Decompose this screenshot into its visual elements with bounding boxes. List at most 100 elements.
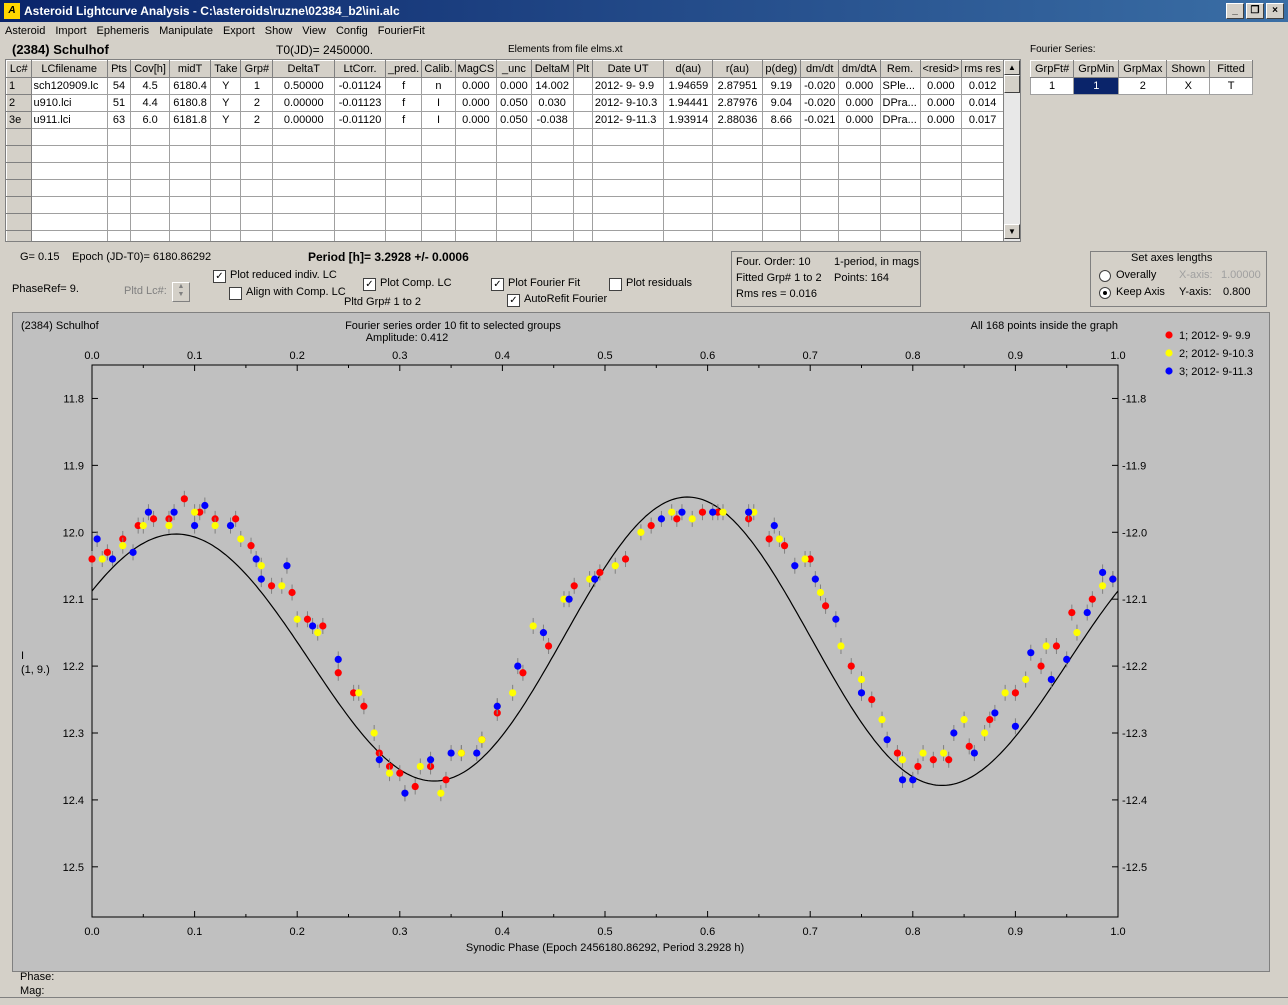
table-cell[interactable] bbox=[879, 145, 921, 163]
table-cell[interactable] bbox=[334, 145, 386, 163]
table-cell[interactable] bbox=[454, 179, 498, 197]
table-cell[interactable]: 4.4 bbox=[130, 94, 170, 112]
table-cell[interactable] bbox=[663, 179, 714, 197]
table-cell[interactable] bbox=[663, 196, 714, 214]
lightcurve-chart[interactable]: (2384) Schulhof Fourier series order 10 f… bbox=[13, 313, 1269, 971]
table-cell[interactable] bbox=[106, 230, 132, 241]
table-cell[interactable] bbox=[454, 145, 498, 163]
table-cell[interactable] bbox=[712, 128, 763, 146]
table-cell[interactable] bbox=[919, 179, 963, 197]
table-cell[interactable] bbox=[384, 162, 423, 180]
table-cell[interactable]: 2 bbox=[240, 94, 274, 112]
table-cell[interactable] bbox=[384, 179, 423, 197]
table-cell[interactable] bbox=[838, 179, 881, 197]
table-cell[interactable] bbox=[168, 196, 212, 214]
table-cell[interactable]: 2.87976 bbox=[712, 94, 763, 112]
table-cell[interactable] bbox=[496, 196, 532, 214]
table-cell[interactable] bbox=[421, 128, 456, 146]
table-cell[interactable] bbox=[572, 128, 593, 146]
table-cell[interactable]: 0.000 bbox=[838, 111, 881, 129]
table-cell[interactable] bbox=[454, 213, 498, 231]
table-cell[interactable] bbox=[712, 179, 763, 197]
table-cell[interactable] bbox=[591, 128, 665, 146]
table-cell[interactable] bbox=[272, 213, 336, 231]
table-cell[interactable]: n bbox=[421, 77, 456, 95]
table-cell[interactable] bbox=[961, 230, 1004, 241]
table-cell[interactable] bbox=[384, 213, 423, 231]
table-row[interactable] bbox=[6, 230, 1004, 241]
table-cell[interactable]: SPle... bbox=[879, 77, 921, 95]
table-cell[interactable] bbox=[384, 145, 423, 163]
spin-down-icon[interactable]: ▼ bbox=[177, 291, 185, 298]
table-cell[interactable] bbox=[130, 230, 170, 241]
table-cell[interactable] bbox=[663, 213, 714, 231]
table-cell[interactable] bbox=[712, 145, 763, 163]
fs-cell-grpmin[interactable]: 1 bbox=[1073, 77, 1120, 95]
table-cell[interactable] bbox=[663, 230, 714, 241]
table-cell[interactable] bbox=[168, 162, 212, 180]
table-cell[interactable]: f bbox=[384, 77, 423, 95]
table-cell[interactable]: -0.01124 bbox=[334, 77, 386, 95]
lc-col-13[interactable]: DeltaM bbox=[530, 60, 574, 78]
table-cell[interactable] bbox=[572, 230, 593, 241]
table-row[interactable]: 3e u911.lci 63 6.0 6181.8 Y 2 0.00000 -0.01120 f I… bbox=[6, 111, 1004, 129]
table-cell[interactable] bbox=[712, 162, 763, 180]
table-cell[interactable]: 0.00000 bbox=[272, 111, 336, 129]
table-cell[interactable] bbox=[496, 145, 532, 163]
table-cell[interactable]: 0.000 bbox=[838, 77, 881, 95]
table-cell[interactable] bbox=[30, 213, 108, 231]
table-cell[interactable] bbox=[572, 213, 593, 231]
table-cell[interactable] bbox=[838, 145, 881, 163]
plot-reduced-checkbox[interactable]: ✓ bbox=[213, 270, 226, 283]
table-row[interactable] bbox=[6, 145, 1004, 163]
table-cell[interactable] bbox=[663, 145, 714, 163]
table-cell[interactable] bbox=[919, 196, 963, 214]
lc-col-23[interactable]: rms res bbox=[961, 60, 1004, 78]
table-cell[interactable] bbox=[838, 162, 881, 180]
table-cell[interactable] bbox=[879, 162, 921, 180]
menu-view[interactable]: View bbox=[302, 25, 326, 37]
table-cell[interactable] bbox=[454, 162, 498, 180]
table-cell[interactable] bbox=[454, 196, 498, 214]
table-cell[interactable] bbox=[530, 179, 574, 197]
table-cell[interactable] bbox=[30, 230, 108, 241]
table-cell[interactable] bbox=[591, 179, 665, 197]
table-cell[interactable] bbox=[421, 196, 456, 214]
table-cell[interactable] bbox=[421, 213, 456, 231]
table-cell[interactable] bbox=[879, 128, 921, 146]
table-cell[interactable]: 0.050 bbox=[496, 94, 532, 112]
lc-col-5[interactable]: Take bbox=[210, 60, 242, 78]
menu-manipulate[interactable]: Manipulate bbox=[159, 25, 213, 37]
table-cell[interactable] bbox=[106, 145, 132, 163]
table-cell[interactable] bbox=[334, 162, 386, 180]
table-cell[interactable] bbox=[384, 230, 423, 241]
lc-col-4[interactable]: midT bbox=[168, 60, 212, 78]
table-cell[interactable]: 0.000 bbox=[919, 94, 963, 112]
fs-cell-grpft[interactable]: 1 bbox=[1029, 77, 1075, 95]
table-cell[interactable] bbox=[496, 230, 532, 241]
scroll-down-arrow-icon[interactable]: ▼ bbox=[1004, 224, 1020, 239]
table-row[interactable] bbox=[6, 162, 1004, 180]
table-cell[interactable] bbox=[210, 162, 242, 180]
table-cell[interactable]: 0.000 bbox=[454, 111, 498, 129]
table-cell[interactable]: f bbox=[384, 111, 423, 129]
table-cell[interactable] bbox=[572, 179, 593, 197]
table-cell[interactable]: 1.94659 bbox=[663, 77, 714, 95]
table-cell[interactable] bbox=[663, 128, 714, 146]
table-cell[interactable] bbox=[272, 145, 336, 163]
lc-col-10[interactable]: Calib. bbox=[421, 60, 456, 78]
row-header[interactable] bbox=[6, 145, 32, 163]
row-header[interactable] bbox=[6, 162, 32, 180]
table-cell[interactable]: -0.038 bbox=[530, 111, 574, 129]
menu-asteroid[interactable]: Asteroid bbox=[5, 25, 46, 37]
table-cell[interactable] bbox=[130, 196, 170, 214]
table-cell[interactable] bbox=[591, 213, 665, 231]
table-cell[interactable] bbox=[272, 230, 336, 241]
table-cell[interactable] bbox=[421, 179, 456, 197]
lc-col-16[interactable]: d(au) bbox=[663, 60, 714, 78]
table-cell[interactable]: -0.021 bbox=[800, 111, 840, 129]
table-cell[interactable] bbox=[130, 145, 170, 163]
table-row[interactable] bbox=[6, 196, 1004, 214]
spin-up-icon[interactable]: ▲ bbox=[177, 283, 185, 290]
row-header[interactable]: 3e bbox=[6, 111, 32, 129]
